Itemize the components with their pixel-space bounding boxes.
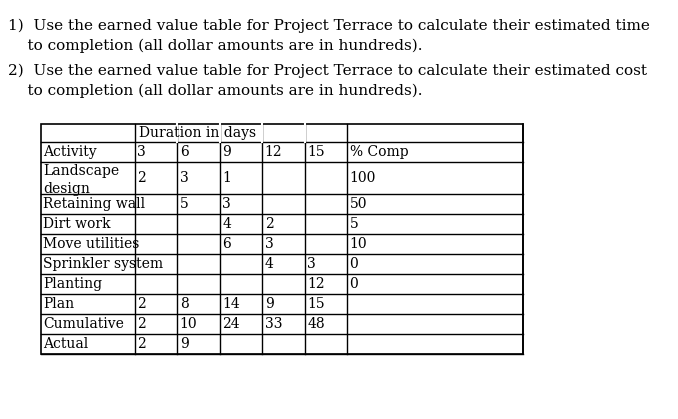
Text: 2)  Use the earned value table for Project Terrace to calculate their estimated : 2) Use the earned value table for Projec…	[8, 64, 647, 98]
Text: 4: 4	[222, 217, 231, 231]
Text: Activity: Activity	[43, 145, 97, 159]
Text: 9: 9	[222, 145, 231, 159]
Text: Retaining wall: Retaining wall	[43, 197, 145, 211]
Text: 2: 2	[264, 217, 273, 231]
Text: 0: 0	[350, 257, 359, 271]
Text: 6: 6	[222, 237, 231, 251]
Text: 3: 3	[180, 171, 188, 185]
Text: 3: 3	[222, 197, 231, 211]
Text: 3: 3	[264, 237, 273, 251]
Text: 48: 48	[307, 317, 325, 331]
Text: Move utilities: Move utilities	[43, 237, 140, 251]
Text: 15: 15	[307, 297, 325, 311]
Text: 33: 33	[264, 317, 282, 331]
Text: Dirt work: Dirt work	[43, 217, 111, 231]
Text: 0: 0	[350, 277, 359, 291]
Text: Cumulative: Cumulative	[43, 317, 124, 331]
Text: 2: 2	[137, 297, 146, 311]
Text: 5: 5	[350, 217, 359, 231]
Text: Actual: Actual	[43, 337, 89, 351]
Text: 14: 14	[222, 297, 240, 311]
Text: 3: 3	[307, 257, 316, 271]
Text: 24: 24	[222, 317, 240, 331]
Text: 8: 8	[180, 297, 188, 311]
Text: Sprinkler system: Sprinkler system	[43, 257, 163, 271]
Text: 15: 15	[307, 145, 325, 159]
Text: 10: 10	[180, 317, 197, 331]
Text: Duration in days: Duration in days	[139, 126, 256, 140]
Text: 10: 10	[350, 237, 367, 251]
Text: Plan: Plan	[43, 297, 75, 311]
Text: 12: 12	[264, 145, 282, 159]
Text: 5: 5	[180, 197, 188, 211]
Text: % Comp: % Comp	[350, 145, 408, 159]
Text: Landscape
design: Landscape design	[43, 164, 119, 197]
Text: 9: 9	[264, 297, 273, 311]
Text: 4: 4	[264, 257, 273, 271]
Text: 2: 2	[137, 337, 146, 351]
Text: 3: 3	[137, 145, 146, 159]
Text: 2: 2	[137, 317, 146, 331]
Text: 6: 6	[180, 145, 188, 159]
Text: 50: 50	[350, 197, 367, 211]
Text: Planting: Planting	[43, 277, 102, 291]
Text: 9: 9	[180, 337, 188, 351]
Text: 100: 100	[350, 171, 376, 185]
Text: 12: 12	[307, 277, 325, 291]
Text: 1: 1	[222, 171, 231, 185]
Text: 1)  Use the earned value table for Project Terrace to calculate their estimated : 1) Use the earned value table for Projec…	[8, 19, 650, 54]
Bar	[41, 124, 523, 354]
Text: 2: 2	[137, 171, 146, 185]
